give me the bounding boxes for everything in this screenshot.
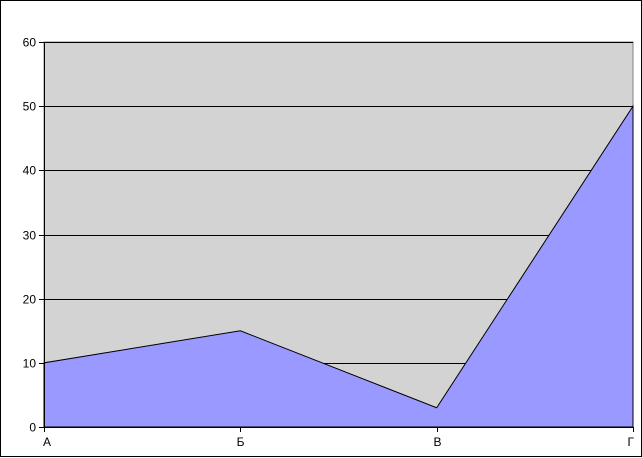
x-tick-label-А: А — [43, 435, 51, 449]
y-tick-labels: 0 10 20 30 40 50 60 — [23, 36, 37, 435]
axes — [39, 42, 634, 432]
y-tick-label-60: 60 — [23, 36, 37, 50]
y-tick-label-10: 10 — [23, 357, 37, 371]
x-tick-label-В: В — [433, 435, 441, 449]
y-tick-label-40: 40 — [23, 164, 37, 178]
y-tick-label-30: 30 — [23, 229, 37, 243]
y-tick-label-20: 20 — [23, 293, 37, 307]
y-tick-label-0: 0 — [29, 421, 36, 435]
x-tick-labels: А Б В Г — [43, 435, 635, 449]
x-tick-label-Б: Б — [237, 435, 245, 449]
x-tick-label-Г: Г — [628, 435, 635, 449]
y-tick-label-50: 50 — [23, 100, 37, 114]
